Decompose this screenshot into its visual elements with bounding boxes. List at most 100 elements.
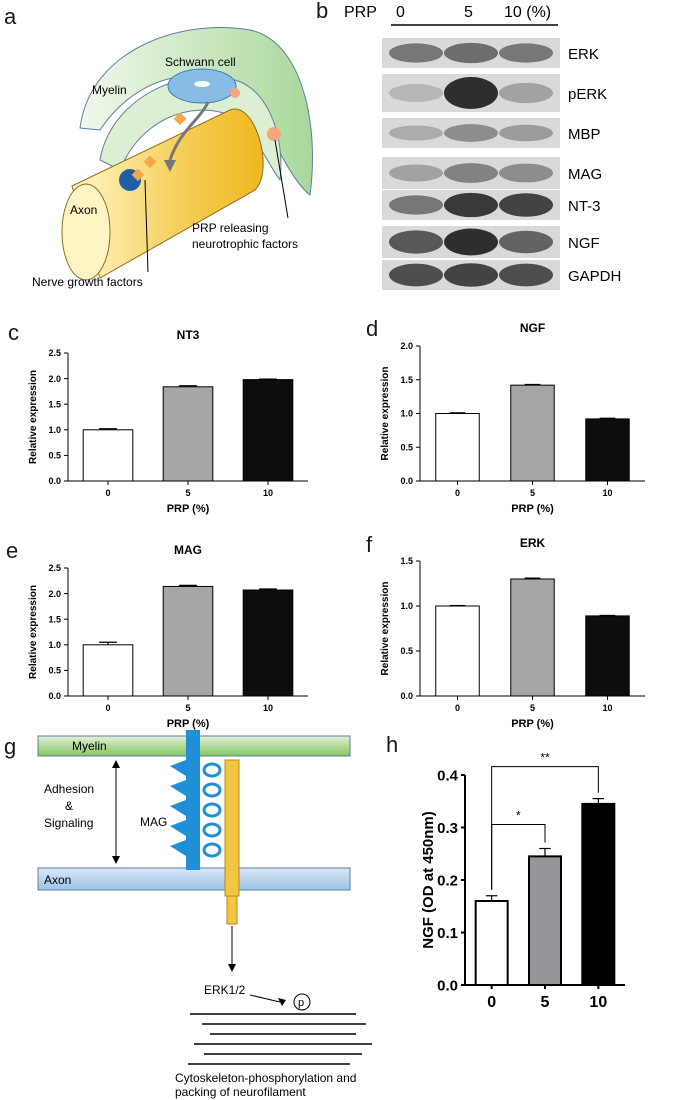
y-axis-label: Relative expression [28, 585, 39, 679]
y-axis-label: Relative expression [380, 582, 391, 676]
chart-title: MAG [174, 543, 202, 557]
blot-row-label: ERK [568, 46, 599, 63]
y-tick-label: 2.5 [48, 348, 61, 358]
chart-erk: ERK 0.0 0.5 1.0 1.5 0 5 10 PRP (%) Relative expre… [380, 536, 645, 730]
factor-circle [267, 127, 281, 141]
axon-membrane [37, 867, 351, 891]
y-tick-label: 0.4 [437, 767, 459, 784]
axon-label: Axon [70, 203, 97, 217]
panel-letter-e: e [6, 538, 19, 563]
blot-row-label: NT-3 [568, 198, 601, 215]
x-axis-label: PRP (%) [511, 718, 554, 730]
significance-label: * [516, 809, 521, 823]
panel-letter-a: a [4, 4, 17, 29]
blot-band [389, 125, 443, 141]
blot-band [499, 82, 553, 104]
bar [162, 585, 214, 697]
y-tick-label: 0.2 [437, 872, 458, 889]
x-axis-label: PRP (%) [167, 718, 210, 730]
blot-band [499, 43, 553, 63]
x-tick-label: 5 [530, 488, 535, 498]
x-tick-label: 0 [455, 488, 460, 498]
axon-cylinder [71, 108, 264, 279]
bar [585, 615, 630, 697]
y-tick-label: 1.5 [48, 399, 61, 409]
blot-band [499, 230, 553, 254]
chart-ngf: NGF 0.0 0.5 1.0 1.5 2.0 0 5 10 PRP (%) Relative ex… [380, 321, 645, 515]
bar [82, 644, 134, 697]
erk-label: ERK1/2 [204, 983, 246, 997]
chart-mag: MAG 0.0 0.5 1.0 1.5 2.0 2.5 0 5 10 PRP (%) Relative… [28, 543, 308, 730]
y-tick-label: 0.0 [48, 691, 61, 701]
phospho-label: p [298, 997, 304, 1009]
y-tick-label: 0.5 [48, 666, 61, 676]
blot-band [499, 124, 553, 142]
blot-row-label: MAG [568, 166, 602, 183]
panel-letter-c: c [8, 320, 19, 345]
blot-band [389, 164, 443, 182]
schwann-label: Schwann cell [165, 55, 236, 69]
factor-diamond [131, 168, 145, 182]
blot-band [444, 263, 498, 287]
lane-0: 0 [396, 4, 405, 21]
blot-band [444, 163, 498, 183]
mag-protein [186, 730, 200, 870]
y-tick-label: 1.5 [400, 375, 413, 385]
receptor-rod [224, 759, 240, 897]
prp-label-2: neurotrophic factors [192, 237, 298, 251]
blot-band [389, 230, 443, 254]
blot-band [389, 195, 443, 215]
factor-circle [230, 88, 240, 98]
bar [82, 429, 134, 482]
y-tick-label: 0.1 [437, 925, 458, 942]
chart-title: ERK [520, 536, 546, 550]
bar [242, 589, 294, 697]
x-tick-label: 10 [263, 488, 273, 498]
significance-bracket [491, 766, 599, 890]
ampersand-text: & [65, 799, 73, 813]
blot-row-label: GAPDH [568, 268, 621, 285]
y-tick-label: 1.0 [48, 425, 61, 435]
lane-5: 5 [464, 4, 473, 21]
panel-g-schematic: Myelin Axon Adhesion & Signaling MAG ERK… [37, 730, 372, 1099]
schwann-nucleus [194, 81, 210, 87]
bar [581, 802, 616, 986]
chart-title: NGF [520, 321, 545, 335]
caption-line-1: Cytoskeleton-phosphorylation and [175, 1071, 356, 1085]
y-tick-label: 0.5 [48, 451, 61, 461]
blot-band [444, 228, 498, 256]
bar [510, 578, 555, 697]
x-axis-label: PRP (%) [167, 503, 210, 515]
y-tick-label: 0.0 [400, 476, 413, 486]
bar [585, 418, 630, 482]
y-tick-label: 2.0 [400, 341, 413, 351]
y-tick-label: 2.5 [48, 563, 61, 573]
blot-band [499, 263, 553, 287]
y-tick-label: 1.0 [48, 640, 61, 650]
y-axis-label: Relative expression [28, 370, 39, 464]
panel-letter-d: d [366, 316, 379, 341]
panel-letter-g: g [4, 734, 17, 759]
y-tick-label: 1.5 [400, 556, 413, 566]
panel-letter-f: f [366, 532, 373, 557]
prp-header: PRP [344, 4, 377, 21]
x-tick-label: 0 [105, 488, 110, 498]
bar [510, 384, 555, 482]
phospho-circle [293, 993, 311, 1011]
bar [435, 413, 480, 482]
caption-line-2: packing of neurofilament [175, 1085, 306, 1099]
blot-band [444, 77, 498, 109]
x-tick-label: 5 [185, 488, 190, 498]
blot-band [444, 124, 498, 142]
y-tick-label: 0.0 [437, 977, 458, 994]
x-tick-label: 0 [105, 703, 110, 713]
y-tick-label: 1.0 [400, 409, 413, 419]
y-tick-label: 0.0 [400, 691, 413, 701]
myelin-label: Myelin [92, 83, 127, 97]
y-tick-label: 0.3 [437, 820, 458, 837]
axon-end [61, 183, 111, 281]
panel-a-schematic: Schwann cell Myelin Axon PRP releasing n… [32, 27, 313, 289]
y-tick-label: 2.0 [48, 374, 61, 384]
bar [528, 855, 562, 986]
